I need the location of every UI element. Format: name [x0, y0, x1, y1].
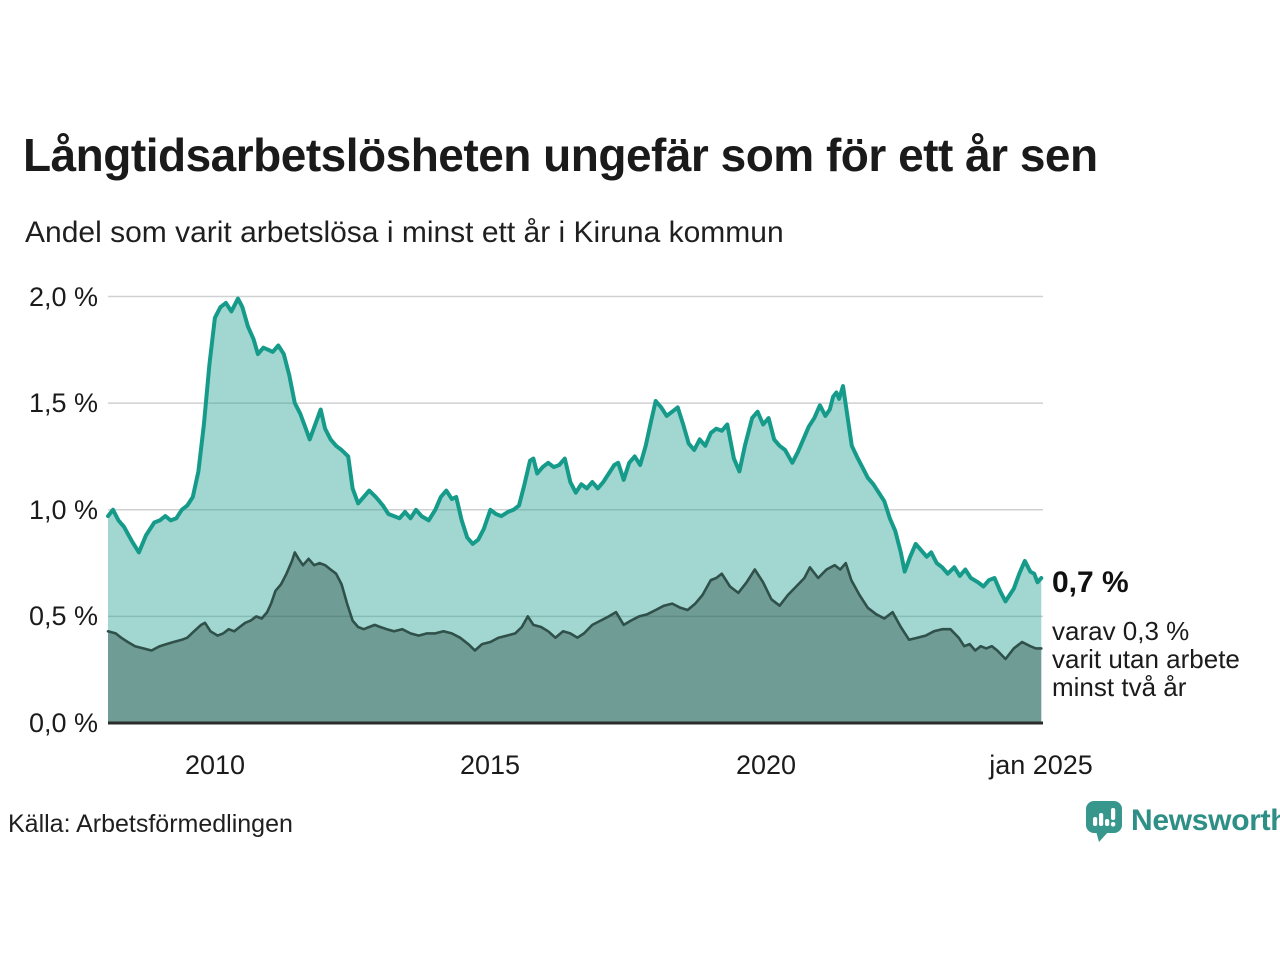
- y-tick-label: 1,0 %: [28, 494, 98, 525]
- x-tick-label: 2010: [184, 750, 246, 780]
- series-line-0: [106, 296, 1044, 604]
- chart-subtitle: Andel som varit arbetslösa i minst ett å…: [25, 216, 784, 249]
- newsworthy-wordmark: Newsworthy: [1131, 804, 1280, 837]
- y-tick-label: 2,0 %: [28, 281, 98, 312]
- newsworthy-icon: [1086, 801, 1122, 842]
- series-fill-0: [108, 298, 1042, 723]
- newsworthy-logo: Newsworthy: [1085, 799, 1280, 843]
- annotation-line-2: varit utan arbete: [1052, 644, 1240, 674]
- page-title: Långtidsarbetslösheten ungefär som för e…: [23, 129, 1098, 181]
- source-label: Källa: Arbetsförmedlingen: [8, 810, 293, 838]
- series-line-1: [106, 551, 1043, 661]
- series-fill-1: [108, 552, 1042, 723]
- y-tick-label: 0,5 %: [28, 601, 98, 632]
- annotation-detail: varav 0,3 % varit utan arbete minst två …: [1052, 617, 1240, 701]
- x-tick-label: 2015: [459, 750, 521, 780]
- x-tick-label: 2020: [735, 750, 797, 780]
- y-tick-label: 0,0 %: [28, 708, 98, 738]
- x-tick-label: jan 2025: [989, 750, 1093, 780]
- latest-value-label: 0,7 %: [1052, 566, 1129, 599]
- annotation-line-3: minst två år: [1052, 672, 1187, 702]
- annotation-line-1: varav 0,3 %: [1052, 616, 1190, 646]
- y-tick-label: 1,5 %: [28, 388, 98, 419]
